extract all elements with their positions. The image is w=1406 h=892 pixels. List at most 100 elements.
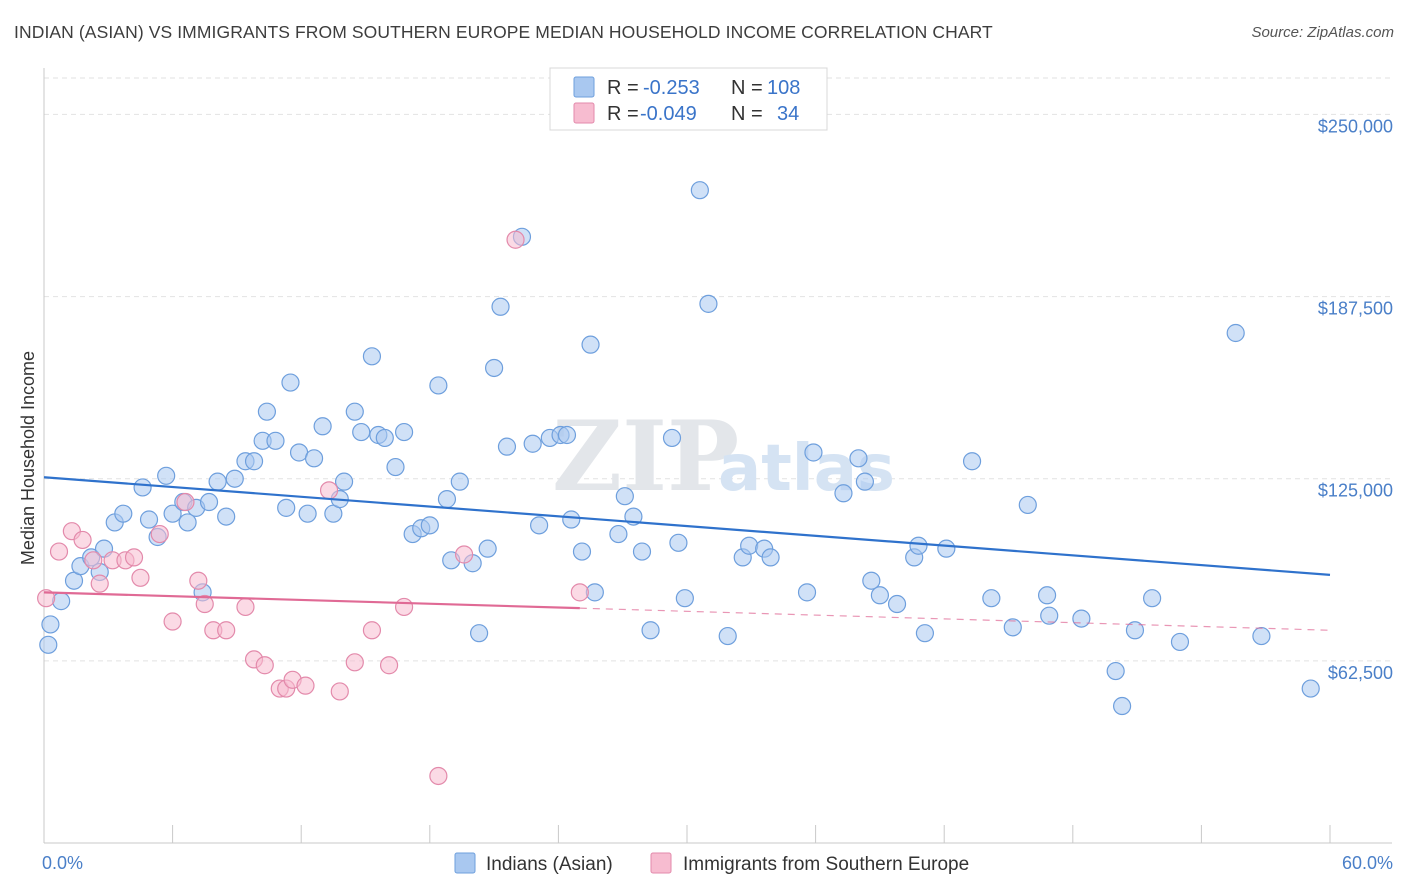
point-0-67 [609, 524, 628, 544]
point-1-26 [345, 653, 364, 672]
y-tick-label-2: $187,500 [1318, 299, 1393, 319]
point-0-86 [855, 472, 874, 491]
point-0-101 [1106, 661, 1125, 681]
point-0-77 [718, 626, 737, 646]
point-1-23 [296, 676, 315, 695]
point-0-43 [394, 422, 414, 442]
gridlines [44, 77, 1392, 662]
source-credit: Source: ZipAtlas.com [1251, 24, 1394, 41]
point-0-0 [39, 635, 58, 654]
point-0-2 [52, 592, 71, 611]
point-0-59 [530, 516, 549, 535]
point-1-24 [319, 481, 339, 500]
bottom-legend-label-indians: Indians (Asian) [486, 854, 613, 875]
point-0-31 [298, 504, 317, 523]
series-southern-europe-points [37, 230, 589, 786]
x-tick-label-min: 0.0% [42, 853, 83, 873]
legend-n-value-southern-europe: 34 [777, 103, 799, 125]
point-1-0 [37, 589, 56, 608]
point-0-81 [761, 548, 780, 567]
point-1-29 [394, 597, 414, 617]
point-0-63 [562, 510, 581, 529]
point-0-29 [281, 373, 300, 392]
point-0-108 [1301, 679, 1320, 698]
legend-box [549, 67, 828, 131]
trend-line-1-solid [43, 591, 580, 610]
legend-n-label-southern-europe: N = [731, 103, 763, 125]
legend-swatch-indians [573, 76, 595, 98]
point-0-11 [139, 510, 159, 529]
point-0-93 [937, 539, 956, 558]
point-0-73 [669, 533, 688, 552]
y-tick-label-0: $62,500 [1328, 663, 1393, 683]
point-1-4 [84, 551, 103, 570]
point-0-10 [133, 478, 152, 497]
point-0-52 [469, 624, 489, 643]
point-0-103 [1125, 621, 1145, 640]
point-1-19 [255, 656, 274, 675]
point-0-37 [345, 402, 364, 421]
point-0-100 [1072, 609, 1091, 628]
point-1-1 [49, 542, 69, 561]
point-0-22 [225, 469, 244, 488]
point-0-42 [386, 457, 405, 477]
point-0-62 [557, 425, 577, 445]
point-0-97 [1018, 495, 1037, 515]
point-0-14 [163, 504, 182, 523]
chart-title: INDIAN (ASIAN) VS IMMIGRANTS FROM SOUTHE… [14, 22, 993, 42]
point-0-88 [870, 586, 890, 605]
point-0-46 [420, 516, 439, 535]
point-1-25 [330, 682, 349, 701]
point-1-28 [379, 656, 399, 675]
point-1-3 [73, 530, 92, 550]
point-0-68 [615, 487, 634, 506]
point-0-27 [266, 431, 285, 450]
point-0-82 [797, 583, 817, 602]
point-0-54 [485, 358, 504, 378]
point-0-47 [429, 376, 448, 395]
point-1-31 [454, 545, 474, 564]
point-0-70 [632, 542, 652, 561]
trend-line-1-dashed [579, 607, 1331, 631]
legend-r-value-southern-europe: -0.049 [640, 103, 697, 125]
axes [43, 68, 1392, 844]
bottom-legend-swatch-southern-europe [650, 852, 672, 874]
trend-lines [43, 476, 1331, 631]
point-0-20 [208, 472, 227, 491]
point-0-28 [277, 498, 296, 517]
correlation-legend: R = -0.253 N = 108 R = -0.049 N = 34 [549, 67, 828, 131]
point-1-5 [90, 574, 109, 593]
point-0-64 [572, 542, 592, 561]
point-0-72 [662, 428, 682, 448]
legend-r-label-southern-europe: R = [607, 103, 639, 125]
point-0-87 [862, 571, 881, 590]
point-1-9 [131, 568, 150, 587]
point-0-91 [909, 536, 928, 555]
point-0-39 [362, 347, 382, 366]
point-1-32 [506, 230, 525, 249]
point-0-24 [244, 452, 264, 471]
point-0-48 [437, 490, 457, 509]
point-0-1 [41, 615, 60, 634]
y-tick-label-3: $250,000 [1318, 116, 1393, 136]
point-0-79 [740, 536, 759, 555]
legend-r-value-indians: -0.253 [643, 77, 700, 99]
point-0-32 [304, 449, 324, 468]
trend-line-0 [43, 476, 1331, 576]
point-0-74 [675, 589, 694, 608]
point-0-26 [257, 402, 277, 421]
legend-swatch-southern-europe [573, 102, 595, 124]
point-0-33 [313, 417, 332, 436]
point-0-96 [1003, 618, 1022, 637]
watermark: ZIP atlas [552, 400, 895, 513]
bottom-legend-label-southern-europe: Immigrants from Southern Europe [683, 854, 969, 875]
point-1-10 [150, 524, 169, 544]
legend-n-label-indians: N = [731, 77, 763, 99]
point-0-85 [849, 449, 868, 468]
point-0-71 [641, 621, 660, 640]
point-0-19 [199, 492, 219, 512]
y-axis-label: Median Household Income [18, 351, 38, 565]
point-0-83 [804, 443, 823, 462]
point-0-38 [352, 422, 371, 442]
point-0-84 [834, 484, 853, 503]
